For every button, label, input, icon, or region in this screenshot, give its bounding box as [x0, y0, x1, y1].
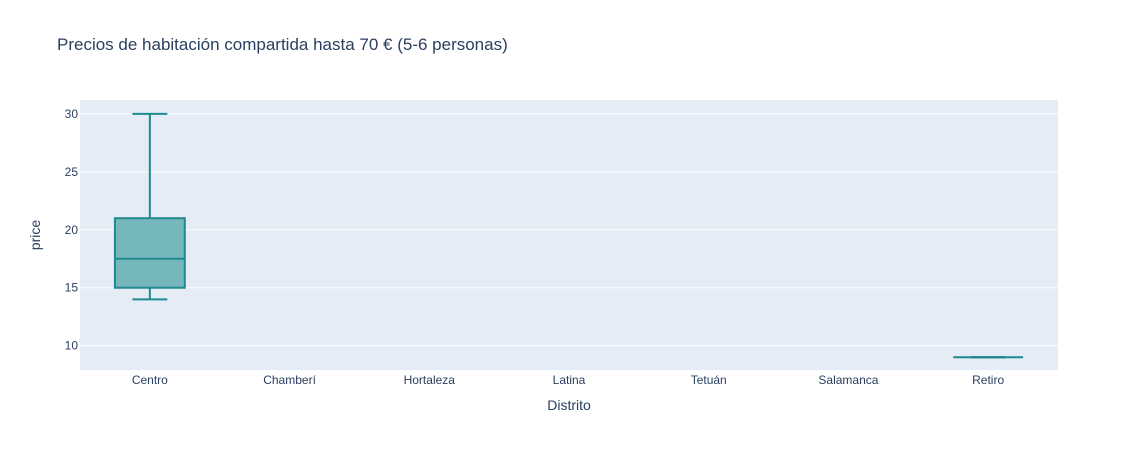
- x-tick-label: Hortaleza: [404, 373, 456, 387]
- x-tick-label: Chamberí: [263, 373, 316, 387]
- plot-area: [80, 100, 1058, 370]
- x-tick-label: Centro: [132, 373, 168, 387]
- y-tick-label: 25: [65, 165, 79, 179]
- box-series: [113, 112, 1024, 359]
- chart-title: Precios de habitación compartida hasta 7…: [57, 35, 508, 54]
- x-tick-label: Latina: [553, 373, 586, 387]
- box-centro: [113, 112, 186, 301]
- interquartile-box: [113, 217, 186, 289]
- gridlines: [80, 113, 1058, 347]
- y-tick-label: 20: [65, 223, 79, 237]
- y-axis-title: price: [27, 220, 43, 251]
- x-axis-ticks: Centro Chamberí Hortaleza Latina Tetuán Salam…: [132, 373, 1005, 387]
- y-tick-label: 15: [65, 281, 79, 295]
- y-tick-label: 30: [65, 107, 79, 121]
- x-tick-label: Salamanca: [818, 373, 878, 387]
- y-axis-ticks: 10 15 20 25 30: [65, 107, 79, 353]
- x-axis-title: Distrito: [547, 397, 591, 413]
- x-tick-label: Retiro: [972, 373, 1004, 387]
- x-tick-label: Tetuán: [691, 373, 727, 387]
- y-tick-label: 10: [65, 339, 79, 353]
